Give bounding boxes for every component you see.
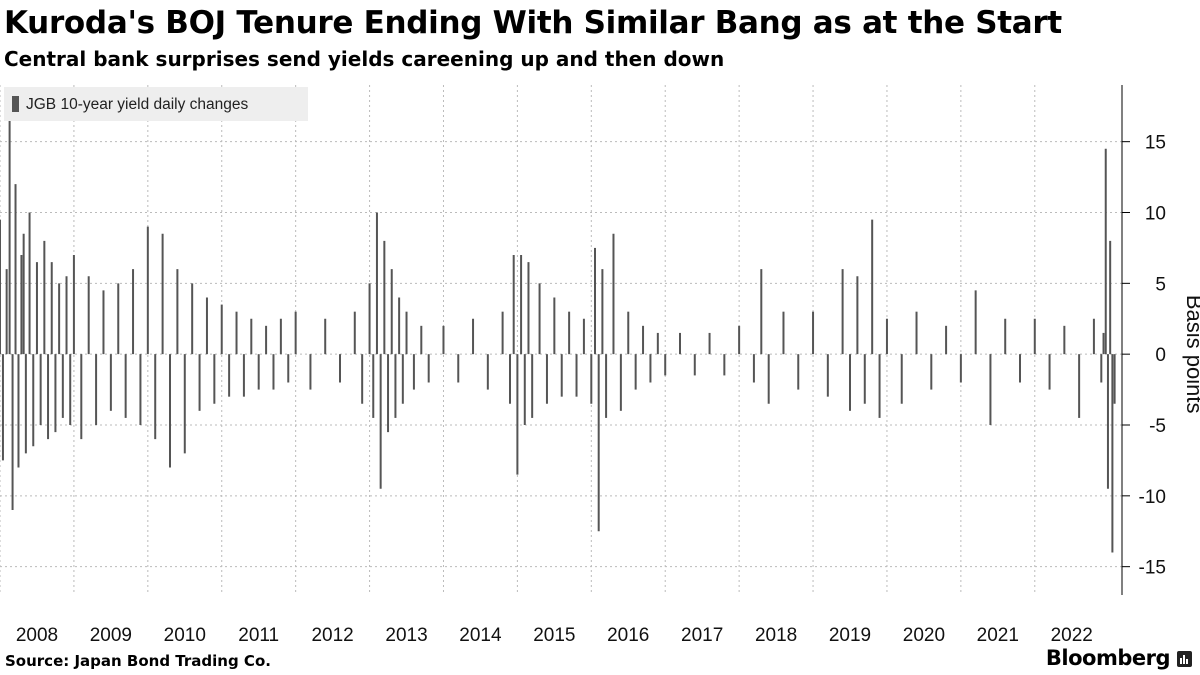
axes: 15 10 5 0 -5 -10 -15 2008 2009 2010 2011 2012 2013 20… (16, 85, 1200, 645)
y-tick-label: -15 (1139, 558, 1166, 579)
legend-background (4, 87, 308, 121)
bloomberg-terminal-icon (1177, 651, 1192, 667)
x-tick-label: 2016 (607, 625, 649, 645)
source-note: Source: Japan Bond Trading Co. (5, 652, 271, 670)
y-tick-label: 5 (1155, 274, 1166, 295)
x-tick-label: 2012 (311, 625, 353, 645)
x-tick-label: 2011 (238, 625, 279, 645)
x-tick-label: 2008 (16, 625, 58, 645)
bloomberg-logo: Bloomberg (1045, 646, 1171, 670)
legend-label: JGB 10-year yield daily changes (26, 96, 249, 113)
x-tick-label: 2021 (977, 625, 1019, 645)
y-tick-label: 0 (1155, 345, 1166, 366)
x-tick-label: 2022 (1051, 625, 1093, 645)
chart-title: Kuroda's BOJ Tenure Ending With Similar … (4, 5, 1062, 41)
x-tick-label: 2017 (681, 625, 723, 645)
y-tick-label: 10 (1145, 204, 1166, 225)
x-tick-label: 2019 (829, 625, 871, 645)
x-tick-label: 2013 (385, 625, 427, 645)
y-tick-label: 15 (1145, 133, 1166, 154)
y-tick-label: -10 (1139, 487, 1166, 508)
x-tick-label: 2018 (755, 625, 797, 645)
y-tick-label: -5 (1149, 416, 1166, 437)
x-tick-label: 2014 (459, 625, 502, 645)
x-tick-label: 2010 (164, 625, 206, 645)
bar-chart: 15 10 5 0 -5 -10 -15 2008 2009 2010 2011 2012 2013 20… (0, 85, 1200, 645)
legend: JGB 10-year yield daily changes (4, 87, 308, 121)
x-tick-label: 2015 (533, 625, 575, 645)
x-tick-label: 2020 (903, 625, 945, 645)
legend-swatch (12, 96, 19, 112)
bars (0, 120, 1116, 553)
x-tick-label: 2009 (90, 625, 132, 645)
chart-subtitle: Central bank surprises send yields caree… (4, 47, 725, 71)
y-axis-title: Basis points (1182, 295, 1200, 414)
grid-lines (0, 85, 1122, 595)
